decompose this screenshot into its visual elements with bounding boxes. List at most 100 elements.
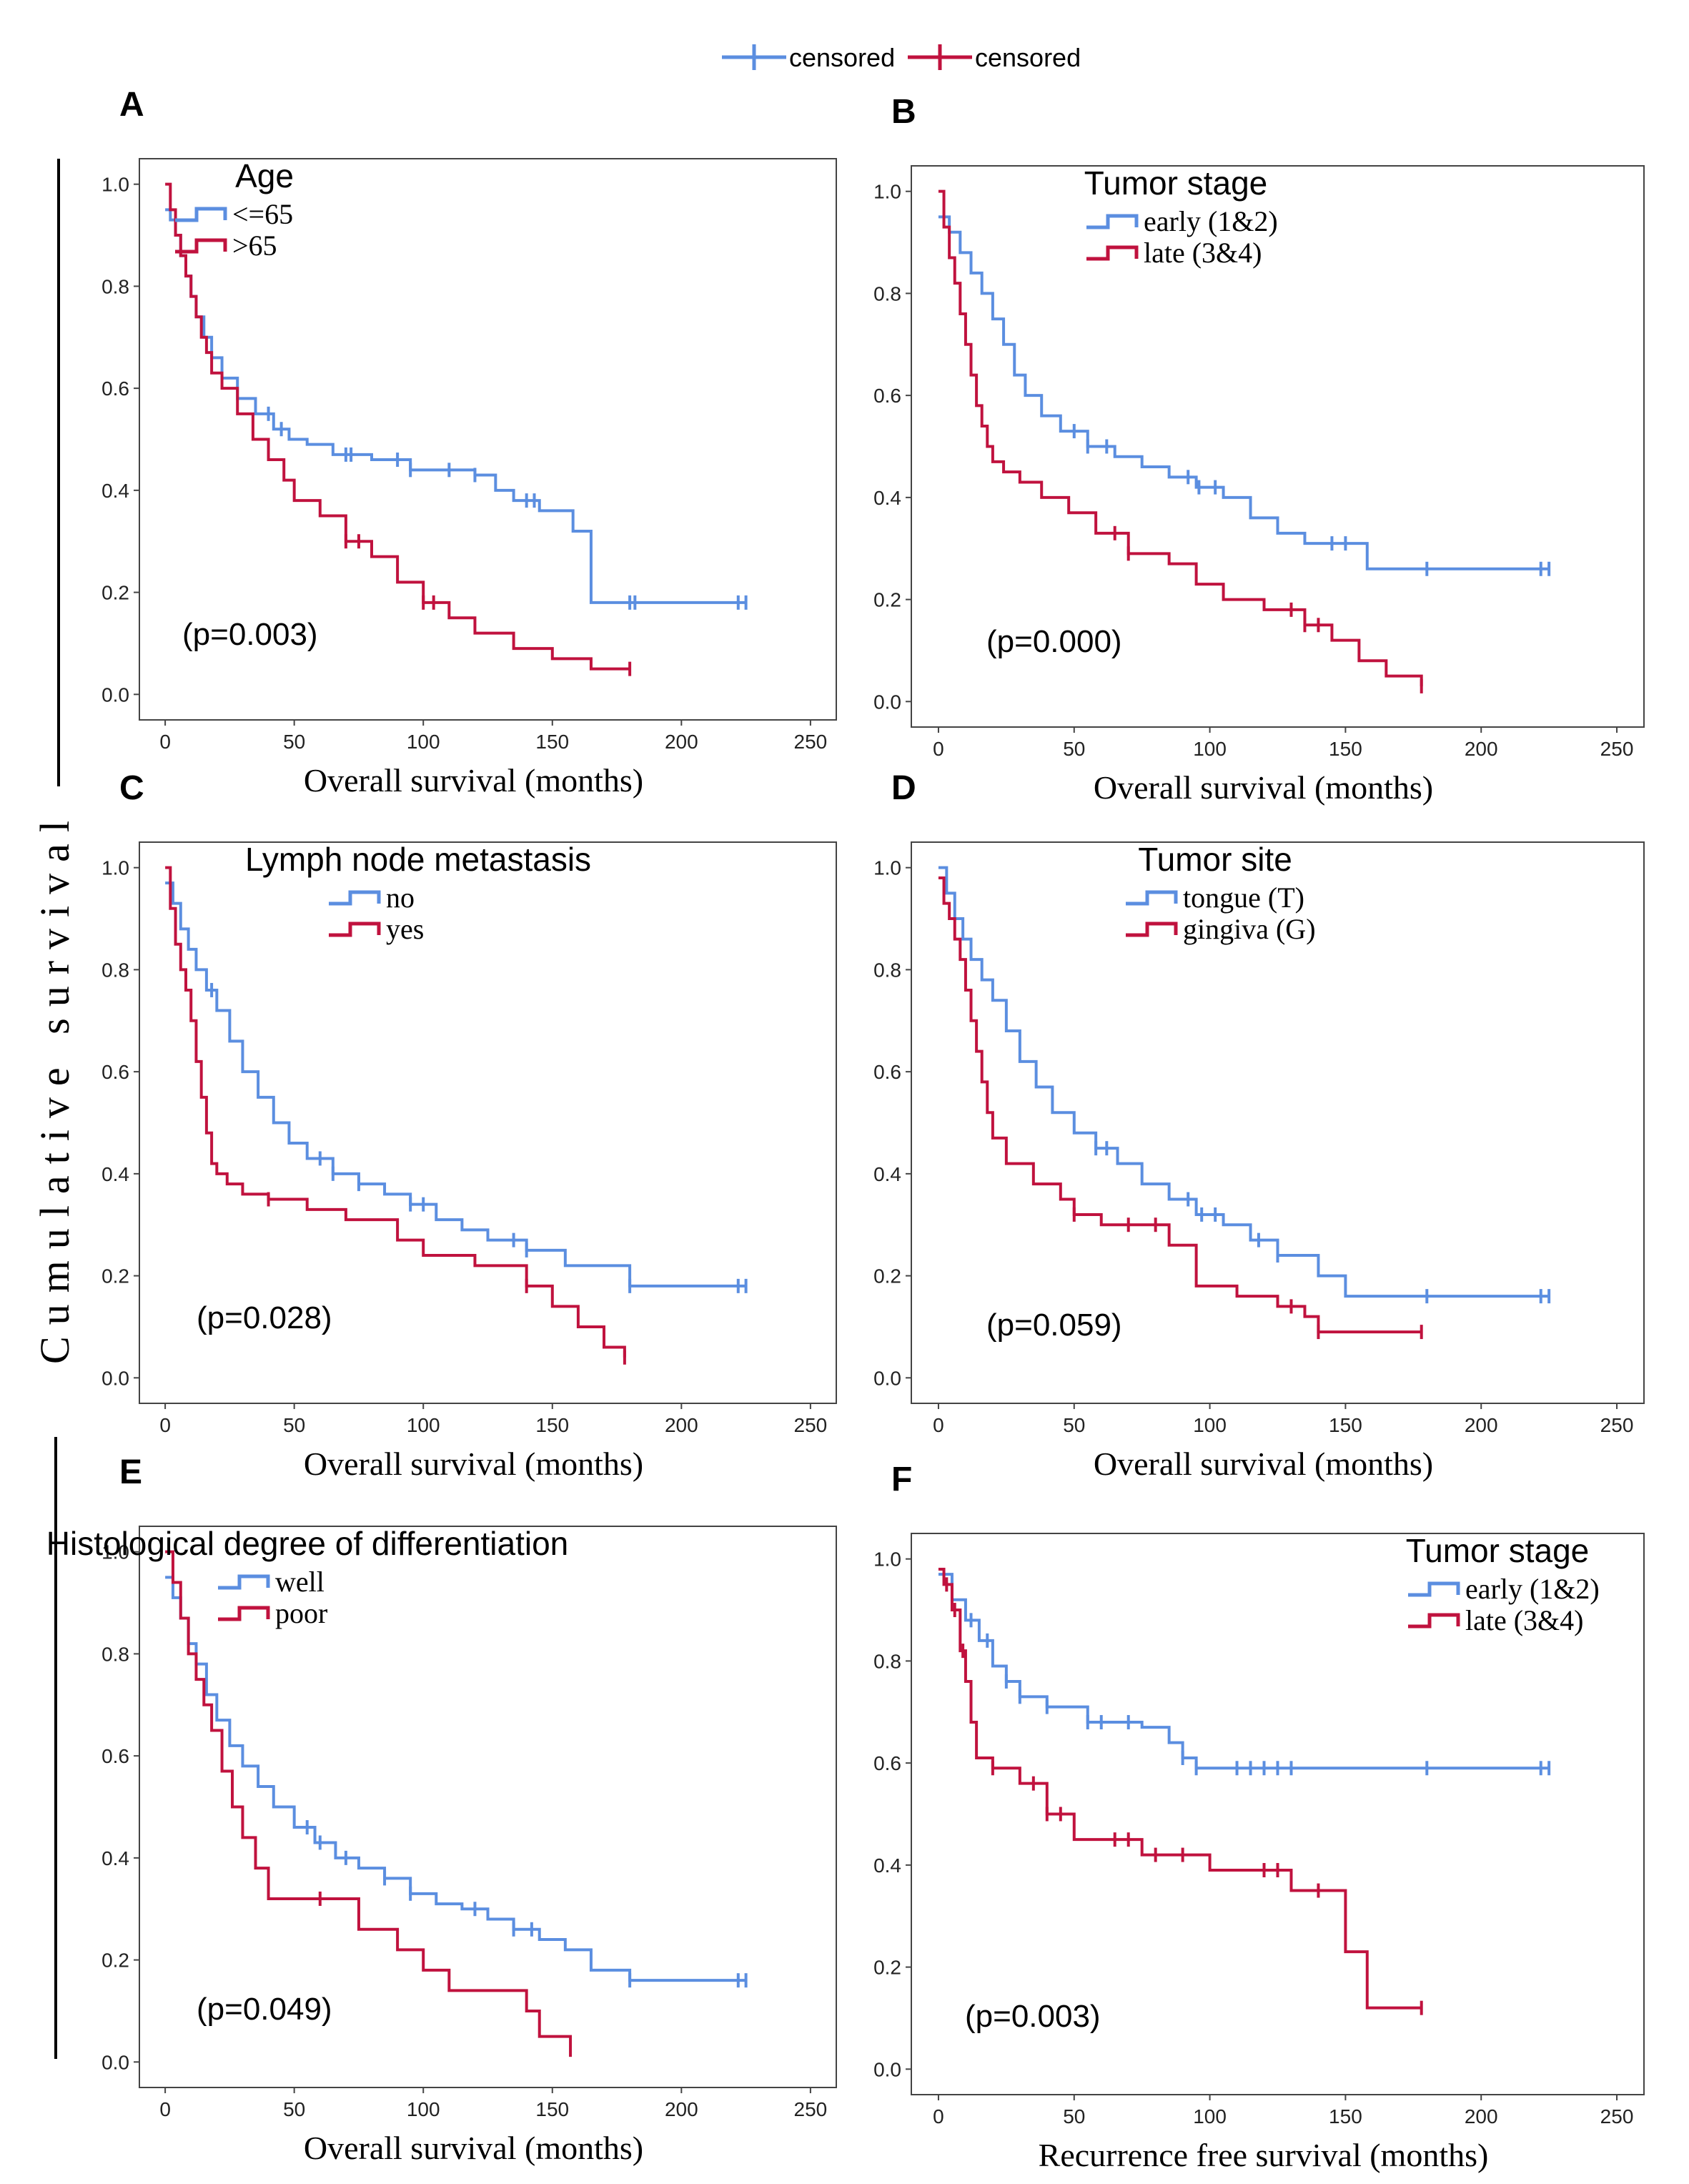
y-tick-label: 0.6	[873, 385, 901, 407]
p-value-b: (p=0.000)	[986, 624, 1122, 659]
y-tick-label: 0.6	[873, 1061, 901, 1083]
x-axis-label-d: Overall survival (months)	[1094, 1446, 1433, 1482]
legend-swatch-f-1	[1408, 1581, 1460, 1597]
plot-frame-e	[139, 1526, 837, 2088]
top-legend-label-1: censored	[789, 43, 895, 72]
y-tick-label: 0.2	[101, 582, 129, 604]
y-tick-label: 0.8	[101, 275, 129, 297]
top-legend: censored censored	[722, 43, 1081, 72]
y-tick-label: 0.2	[873, 1957, 901, 1979]
legend-title-c: Lymph node metastasis	[245, 841, 591, 878]
y-tick-label: 0.4	[873, 1854, 901, 1877]
y-tick-label: 0.0	[873, 2058, 901, 2080]
y-tick-label: 1.0	[101, 857, 129, 879]
x-tick-label: 200	[665, 731, 698, 753]
plot-frame-b	[911, 165, 1645, 728]
legend-item-f-2: late (3&4)	[1465, 1604, 1584, 1636]
y-tick-label: 0.8	[101, 959, 129, 981]
y-tick-label: 0.2	[101, 1950, 129, 1972]
x-tick-label: 0	[159, 1414, 171, 1436]
legend-item-e-1: well	[275, 1566, 325, 1598]
legend-item-c-2: yes	[386, 913, 424, 945]
x-tick-label: 100	[1193, 2105, 1227, 2128]
x-tick-label: 250	[1600, 2105, 1634, 2128]
x-tick-label: 150	[1329, 1414, 1362, 1436]
series-line-e-2	[165, 1550, 573, 2057]
legend-item-b-2: late (3&4)	[1144, 237, 1262, 269]
panel-letter-c: C	[119, 769, 144, 807]
y-tick-label: 0.4	[101, 1847, 129, 1869]
legend-swatch-e-1	[218, 1574, 270, 1590]
x-tick-label: 250	[1600, 1414, 1634, 1436]
x-tick-label: 100	[1193, 738, 1227, 760]
x-tick-label: 150	[1329, 2105, 1362, 2128]
plot-frame-d	[911, 841, 1645, 1404]
legend-swatch-f-2	[1408, 1613, 1460, 1629]
x-tick-label: 150	[535, 1414, 569, 1436]
panel-letter-d: D	[891, 769, 916, 807]
panel-letter-f: F	[891, 1461, 912, 1498]
x-tick-label: 200	[1465, 2105, 1498, 2128]
y-tick-label: 0.2	[101, 1265, 129, 1288]
x-tick-label: 0	[159, 2098, 171, 2120]
x-tick-label: 200	[665, 2098, 698, 2120]
y-tick-label: 0.2	[873, 589, 901, 611]
series-line-e-1	[165, 1576, 746, 1982]
series-line-c-2	[165, 866, 626, 1358]
x-tick-label: 200	[665, 1414, 698, 1436]
x-tick-label: 150	[535, 731, 569, 753]
y-tick-label: 1.0	[873, 857, 901, 879]
panel-letter-e: E	[119, 1453, 142, 1491]
y-tick-label: 0.8	[873, 1650, 901, 1672]
x-tick-label: 100	[407, 1414, 440, 1436]
legend-item-b-1: early (1&2)	[1144, 205, 1278, 237]
series-line-a-2	[165, 182, 630, 671]
legend-swatch-e-2	[218, 1606, 270, 1621]
legend-swatch-b-1	[1086, 214, 1139, 229]
series-line-a-1	[165, 208, 746, 604]
legend-item-f-1: early (1&2)	[1465, 1573, 1600, 1605]
legend-swatch-d-1	[1126, 890, 1178, 906]
panel-a: A 0 50 100 150 200 250 0.0 0.2 0.4 0.6 0.8 1.0 Overal…	[101, 86, 837, 799]
panel-letter-b: B	[891, 93, 916, 131]
x-tick-label: 100	[407, 2098, 440, 2120]
x-tick-label: 50	[1063, 738, 1085, 760]
legend-swatch-a-2	[175, 238, 227, 254]
y-tick-label: 0.0	[873, 1367, 901, 1389]
y-tick-label: 0.2	[873, 1265, 901, 1288]
y-tick-label: 1.0	[873, 1548, 901, 1571]
y-tick-label: 0.8	[101, 1643, 129, 1665]
y-tick-label: 0.0	[101, 1367, 129, 1389]
x-tick-label: 200	[1465, 738, 1498, 760]
y-axis-label: Cumulative survival	[31, 809, 78, 1364]
x-tick-label: 150	[1329, 738, 1362, 760]
y-tick-label: 0.8	[873, 282, 901, 305]
legend-title-e: Histological degree of differentiation	[46, 1525, 569, 1562]
y-tick-label: 0.0	[101, 2051, 129, 2073]
p-value-f: (p=0.003)	[965, 1999, 1101, 2034]
x-tick-label: 200	[1465, 1414, 1498, 1436]
y-tick-label: 0.6	[101, 377, 129, 400]
x-axis-label-c: Overall survival (months)	[304, 1446, 643, 1482]
legend-swatch-d-2	[1126, 921, 1178, 937]
y-tick-label: 0.6	[101, 1061, 129, 1083]
x-tick-label: 0	[933, 1414, 944, 1436]
y-tick-label: 1.0	[101, 1541, 129, 1563]
x-tick-label: 0	[933, 2105, 944, 2128]
plot-frame-c	[139, 841, 837, 1404]
y-tick-label: 0.4	[101, 1163, 129, 1185]
x-tick-label: 50	[283, 2098, 305, 2120]
series-line-b-1	[938, 215, 1550, 570]
x-tick-label: 50	[1063, 1414, 1085, 1436]
y-tick-label: 0.6	[101, 1745, 129, 1767]
x-axis-label-e: Overall survival (months)	[304, 2130, 643, 2166]
series-line-f-2	[938, 1567, 1422, 2010]
p-value-c: (p=0.028)	[197, 1300, 332, 1335]
panel-d: D 0 50 100 150 200 250 0.0 0.2 0.4 0.6 0.8 1.0 Overal…	[873, 769, 1645, 1482]
top-legend-label-2: censored	[975, 43, 1081, 72]
x-tick-label: 0	[933, 738, 944, 760]
x-axis-label-f: Recurrence free survival (months)	[1039, 2137, 1489, 2173]
series-line-d-2	[938, 876, 1422, 1334]
x-tick-label: 50	[283, 1414, 305, 1436]
legend-title-f: Tumor stage	[1406, 1532, 1590, 1569]
